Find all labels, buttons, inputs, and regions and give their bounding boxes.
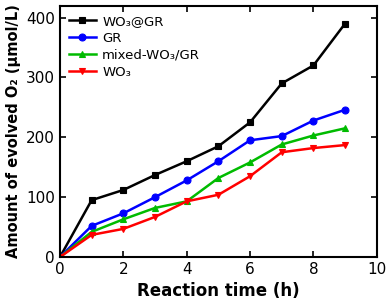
WO₃@GR: [121, 188, 126, 192]
WO₃: [152, 215, 157, 219]
GR: [311, 119, 316, 122]
WO₃: [216, 193, 221, 196]
GR: [184, 179, 189, 182]
WO₃: [343, 143, 347, 147]
WO₃: [184, 200, 189, 203]
Line: WO₃: WO₃: [56, 142, 348, 260]
GR: [248, 138, 252, 142]
WO₃@GR: [279, 82, 284, 85]
GR: [343, 108, 347, 112]
GR: [152, 195, 157, 199]
Legend: WO₃@GR, GR, mixed-WO₃/GR, WO₃: WO₃@GR, GR, mixed-WO₃/GR, WO₃: [65, 11, 204, 83]
mixed-WO₃/GR: [343, 126, 347, 130]
GR: [216, 159, 221, 163]
WO₃: [248, 174, 252, 178]
WO₃@GR: [248, 121, 252, 124]
WO₃: [121, 227, 126, 231]
WO₃@GR: [343, 22, 347, 25]
WO₃: [89, 233, 94, 237]
GR: [279, 134, 284, 138]
WO₃: [311, 146, 316, 150]
mixed-WO₃/GR: [216, 176, 221, 180]
WO₃@GR: [58, 255, 62, 259]
Line: WO₃@GR: WO₃@GR: [56, 20, 348, 260]
Y-axis label: Amount of evolved O₂ (μmol/L): Amount of evolved O₂ (μmol/L): [5, 4, 20, 258]
mixed-WO₃/GR: [121, 218, 126, 221]
mixed-WO₃/GR: [58, 255, 62, 259]
WO₃@GR: [152, 173, 157, 177]
GR: [121, 211, 126, 215]
mixed-WO₃/GR: [184, 200, 189, 203]
X-axis label: Reaction time (h): Reaction time (h): [137, 282, 300, 300]
mixed-WO₃/GR: [89, 230, 94, 234]
mixed-WO₃/GR: [248, 161, 252, 164]
Line: GR: GR: [56, 106, 348, 260]
GR: [89, 224, 94, 228]
WO₃@GR: [216, 144, 221, 148]
mixed-WO₃/GR: [311, 134, 316, 137]
Line: mixed-WO₃/GR: mixed-WO₃/GR: [56, 125, 348, 260]
GR: [58, 255, 62, 259]
WO₃: [279, 151, 284, 154]
WO₃: [58, 255, 62, 259]
WO₃@GR: [184, 159, 189, 163]
WO₃@GR: [89, 198, 94, 202]
mixed-WO₃/GR: [152, 206, 157, 210]
WO₃@GR: [311, 64, 316, 67]
mixed-WO₃/GR: [279, 143, 284, 146]
